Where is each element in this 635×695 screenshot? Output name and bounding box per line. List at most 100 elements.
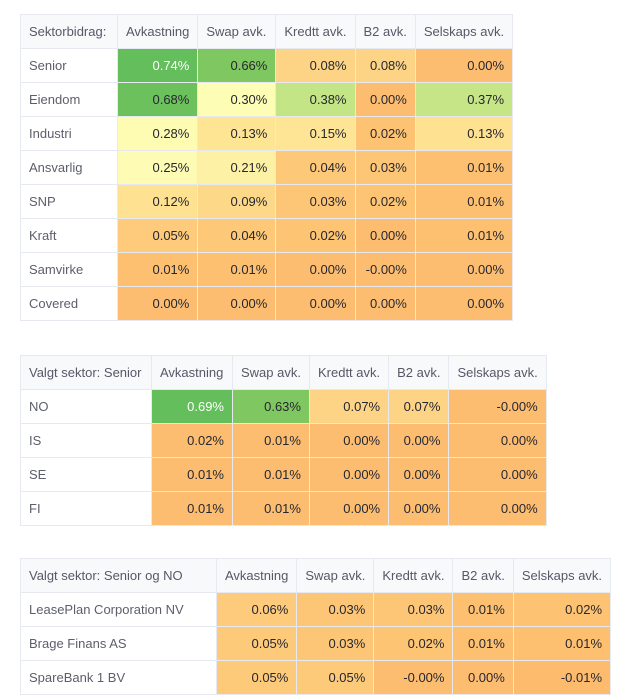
row-label: Samvirke — [20, 252, 118, 287]
value-cell: 0.01% — [232, 491, 310, 526]
value-cell: 0.63% — [232, 389, 310, 424]
value-cell: 0.13% — [197, 116, 277, 151]
value-cell: 0.00% — [448, 423, 547, 458]
row-label: Ansvarlig — [20, 150, 118, 185]
table-row: Senior 0.74% 0.66% 0.08% 0.08% 0.00% — [20, 48, 514, 83]
value-cell: 0.01% — [414, 218, 514, 253]
value-cell: 0.04% — [197, 218, 277, 253]
column-header[interactable]: Swap avk. — [197, 14, 277, 49]
value-cell: 0.00% — [388, 491, 450, 526]
table-row: IS 0.02% 0.01% 0.00% 0.00% 0.00% — [20, 423, 547, 458]
value-cell: 0.28% — [116, 116, 199, 151]
row-label: NO — [20, 389, 152, 424]
value-cell: 0.08% — [275, 48, 356, 83]
value-cell: 0.07% — [388, 389, 450, 424]
value-cell: 0.01% — [452, 626, 514, 661]
value-cell: 0.00% — [116, 286, 199, 321]
column-header[interactable]: B2 avk. — [388, 355, 450, 390]
value-cell: 0.03% — [296, 626, 375, 661]
value-cell: 0.69% — [151, 389, 233, 424]
row-label: Brage Finans AS — [20, 626, 217, 661]
row-label: Covered — [20, 286, 118, 321]
value-cell: -0.00% — [354, 252, 416, 287]
value-cell: 0.05% — [215, 660, 298, 695]
column-header[interactable]: Swap avk. — [296, 558, 375, 593]
value-cell: 0.02% — [151, 423, 233, 458]
value-cell: 0.00% — [197, 286, 277, 321]
value-cell: 0.02% — [354, 184, 416, 219]
value-cell: 0.03% — [354, 150, 416, 185]
row-label: Senior — [20, 48, 118, 83]
column-header[interactable]: Kredtt avk. — [308, 355, 390, 390]
value-cell: 0.30% — [197, 82, 277, 117]
value-cell: 0.03% — [296, 592, 375, 627]
header-row: Sektorbidrag: Avkastning Swap avk. Kredtt a… — [20, 14, 514, 49]
table-row: Covered 0.00% 0.00% 0.00% 0.00% 0.00% — [20, 286, 514, 321]
value-cell: 0.00% — [414, 252, 514, 287]
value-cell: 0.03% — [275, 184, 356, 219]
value-cell: 0.03% — [373, 592, 454, 627]
value-cell: 0.25% — [116, 150, 199, 185]
row-label: SE — [20, 457, 152, 492]
value-cell: 0.00% — [308, 457, 390, 492]
value-cell: 0.05% — [215, 626, 298, 661]
table-row: SpareBank 1 BV 0.05% 0.05% -0.00% 0.00% -0.01… — [20, 660, 612, 695]
value-cell: 0.02% — [373, 626, 454, 661]
header-row: Valgt sektor: Senior Avkastning Swap avk. K… — [20, 355, 547, 390]
value-cell: 0.12% — [116, 184, 199, 219]
column-header[interactable]: B2 avk. — [452, 558, 514, 593]
index-header[interactable]: Valgt sektor: Senior og NO — [20, 558, 217, 593]
value-cell: 0.66% — [197, 48, 277, 83]
value-cell: 0.04% — [275, 150, 356, 185]
table-row: Eiendom 0.68% 0.30% 0.38% 0.00% 0.37% — [20, 82, 514, 117]
value-cell: 0.01% — [452, 592, 514, 627]
value-cell: 0.09% — [197, 184, 277, 219]
row-label: FI — [20, 491, 152, 526]
value-cell: 0.00% — [388, 457, 450, 492]
header-row: Valgt sektor: Senior og NO Avkastning Swap… — [20, 558, 612, 593]
column-header[interactable]: Avkastning — [151, 355, 233, 390]
value-cell: 0.00% — [354, 218, 416, 253]
value-cell: -0.00% — [448, 389, 547, 424]
column-header[interactable]: Selskaps avk. — [448, 355, 547, 390]
value-cell: 0.01% — [512, 626, 612, 661]
index-header[interactable]: Valgt sektor: Senior — [20, 355, 152, 390]
value-cell: 0.08% — [354, 48, 416, 83]
column-header[interactable]: Selskaps avk. — [512, 558, 612, 593]
column-header[interactable]: Swap avk. — [232, 355, 310, 390]
value-cell: 0.00% — [308, 491, 390, 526]
value-cell: 0.68% — [116, 82, 199, 117]
value-cell: 0.01% — [232, 457, 310, 492]
table-row: SNP 0.12% 0.09% 0.03% 0.02% 0.01% — [20, 184, 514, 219]
table-row: Samvirke 0.01% 0.01% 0.00% -0.00% 0.00% — [20, 252, 514, 287]
selected-sector-country-table: Valgt sektor: Senior og NO Avkastning Swap… — [20, 558, 612, 695]
column-header[interactable]: Avkastning — [116, 14, 199, 49]
value-cell: 0.00% — [388, 423, 450, 458]
value-cell: 0.01% — [151, 491, 233, 526]
column-header[interactable]: Selskaps avk. — [414, 14, 514, 49]
table-row: LeasePlan Corporation NV 0.06% 0.03% 0.03% 0… — [20, 592, 612, 627]
row-label: SNP — [20, 184, 118, 219]
selected-sector-table: Valgt sektor: Senior Avkastning Swap avk. K… — [20, 355, 547, 526]
table-row: FI 0.01% 0.01% 0.00% 0.00% 0.00% — [20, 491, 547, 526]
value-cell: 0.00% — [414, 48, 514, 83]
value-cell: 0.13% — [414, 116, 514, 151]
column-header[interactable]: Avkastning — [215, 558, 298, 593]
table-row: Ansvarlig 0.25% 0.21% 0.04% 0.03% 0.01% — [20, 150, 514, 185]
column-header[interactable]: Kredtt avk. — [373, 558, 454, 593]
row-label: Kraft — [20, 218, 118, 253]
index-header[interactable]: Sektorbidrag: — [20, 14, 118, 49]
value-cell: 0.07% — [308, 389, 390, 424]
table-row: Industri 0.28% 0.13% 0.15% 0.02% 0.13% — [20, 116, 514, 151]
value-cell: 0.05% — [116, 218, 199, 253]
column-header[interactable]: Kredtt avk. — [275, 14, 356, 49]
row-label: IS — [20, 423, 152, 458]
value-cell: 0.38% — [275, 82, 356, 117]
value-cell: -0.00% — [373, 660, 454, 695]
value-cell: 0.02% — [275, 218, 356, 253]
value-cell: 0.74% — [116, 48, 199, 83]
table-row: Brage Finans AS 0.05% 0.03% 0.02% 0.01% 0.01% — [20, 626, 612, 661]
value-cell: 0.06% — [215, 592, 298, 627]
column-header[interactable]: B2 avk. — [354, 14, 416, 49]
table-row: SE 0.01% 0.01% 0.00% 0.00% 0.00% — [20, 457, 547, 492]
